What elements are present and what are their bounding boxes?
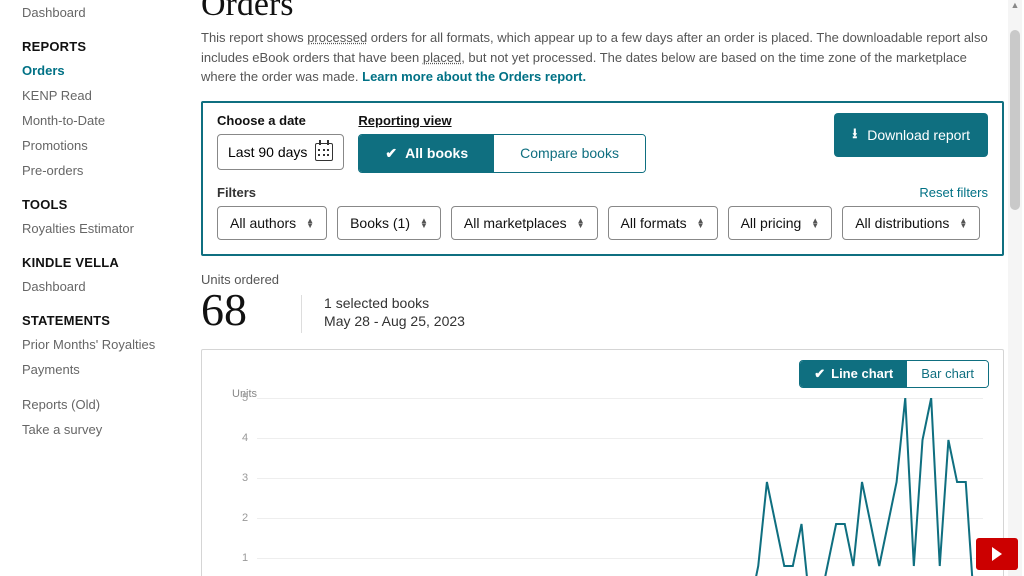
sort-icon: ▲▼ [811,218,819,228]
sidebar-item[interactable]: Take a survey [22,417,175,442]
scroll-thumb[interactable] [1010,30,1020,210]
download-icon: ⭳ [852,123,857,147]
download-report-button[interactable]: ⭳ Download report [834,113,988,157]
sidebar-item[interactable]: Promotions [22,133,175,158]
filter-button[interactable]: All distributions▲▼ [842,206,980,240]
y-tick-label: 2 [242,512,248,524]
sidebar-section-head: STATEMENTS [22,299,175,332]
sort-icon: ▲▼ [420,218,428,228]
sidebar-section-head: KINDLE VELLA [22,241,175,274]
reporting-view-toggle: ✔ All books Compare books [358,134,646,173]
sidebar-item[interactable]: KENP Read [22,83,175,108]
compare-books-button[interactable]: Compare books [494,135,645,172]
play-icon [992,547,1002,561]
filter-button[interactable]: All pricing▲▼ [728,206,833,240]
chart-area: 012345 [232,398,983,576]
sidebar-item[interactable]: Prior Months' Royalties [22,332,175,357]
sidebar-item[interactable]: Month-to-Date [22,108,175,133]
reporting-view-label[interactable]: Reporting view [358,113,646,128]
reset-filters-link[interactable]: Reset filters [919,185,988,200]
stats-row: Units ordered 68 1 selected books May 28… [201,272,1004,333]
calendar-icon [315,143,333,161]
sidebar-section-head: TOOLS [22,183,175,216]
sidebar-item[interactable]: Royalties Estimator [22,216,175,241]
check-icon: ✔ [385,145,397,162]
line-plot [257,398,983,576]
sidebar-section-head: REPORTS [22,25,175,58]
y-tick-label: 1 [242,552,248,564]
sort-icon: ▲▼ [959,218,967,228]
sidebar-item[interactable]: Orders [22,58,175,83]
sidebar: Dashboard REPORTSOrdersKENP ReadMonth-to… [0,0,175,576]
date-range-button[interactable]: Last 90 days [217,134,344,170]
filter-button[interactable]: All authors▲▼ [217,206,327,240]
bar-chart-button[interactable]: Bar chart [907,361,988,387]
sidebar-item[interactable]: Pre-orders [22,158,175,183]
y-tick-label: 3 [242,472,248,484]
controls-panel: Choose a date Last 90 days Reporting vie… [201,101,1004,256]
chart-type-toggle: ✔ Line chart Bar chart [799,360,989,388]
sort-icon: ▲▼ [577,218,585,228]
sidebar-item-dashboard-top[interactable]: Dashboard [22,0,175,25]
page-description: This report shows processed orders for a… [201,28,1004,87]
page-title: Orders [201,0,1004,24]
sidebar-item[interactable]: Reports (Old) [22,392,175,417]
scroll-up-icon[interactable]: ▲ [1008,0,1022,14]
check-icon: ✔ [814,366,825,382]
sort-icon: ▲▼ [306,218,314,228]
selected-books-text: 1 selected books [324,295,465,311]
sidebar-item[interactable]: Payments [22,357,175,382]
date-label: Choose a date [217,113,344,128]
filters-list: All authors▲▼ Books (1)▲▼ All marketplaces… [217,206,988,240]
sidebar-item[interactable]: Dashboard [22,274,175,299]
learn-more-link[interactable]: Learn more about the Orders report. [362,69,586,84]
filter-button[interactable]: Books (1)▲▼ [337,206,441,240]
y-tick-label: 4 [242,432,248,444]
chart-card: ✔ Line chart Bar chart Units 012345 [201,349,1004,576]
filter-button[interactable]: All formats▲▼ [608,206,718,240]
sort-icon: ▲▼ [697,218,705,228]
units-ordered-value: 68 [201,287,279,333]
y-tick-label: 5 [242,392,248,404]
subscribe-badge[interactable] [976,538,1018,570]
scrollbar[interactable]: ▲ ▼ [1008,0,1022,576]
line-chart-button[interactable]: ✔ Line chart [800,361,907,387]
main-content: Orders This report shows processed order… [175,0,1024,576]
date-range-text: May 28 - Aug 25, 2023 [324,313,465,329]
filter-button[interactable]: All marketplaces▲▼ [451,206,598,240]
filters-label: Filters [217,185,256,200]
all-books-button[interactable]: ✔ All books [359,135,494,172]
